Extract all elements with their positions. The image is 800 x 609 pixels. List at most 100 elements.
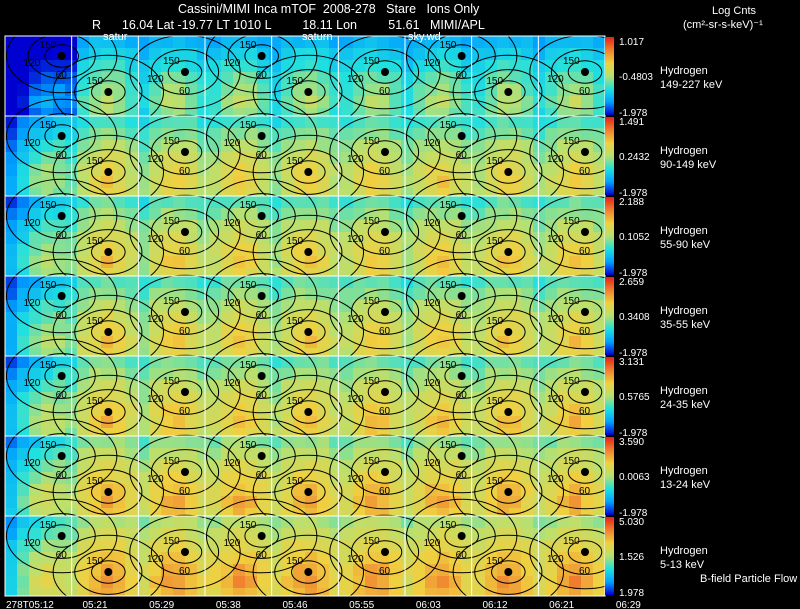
heatmap-cell <box>173 404 185 416</box>
heatmap-cell <box>485 540 497 552</box>
contour-value-label: 60 <box>56 150 68 161</box>
heatmap-cell <box>245 312 257 324</box>
heatmap-cell <box>209 244 221 256</box>
heatmap-cell <box>209 528 221 540</box>
heatmap-cell <box>17 576 29 588</box>
heatmap-cell <box>509 36 521 48</box>
heatmap-cell <box>221 312 233 324</box>
flow-pole-marker <box>504 168 513 176</box>
heatmap-cell <box>257 484 269 496</box>
heatmap-cell <box>569 552 581 564</box>
heatmap-cell <box>581 268 593 276</box>
heatmap-cell <box>485 588 497 596</box>
heatmap-cell <box>581 528 593 540</box>
heatmap-cell <box>221 516 233 528</box>
contour-value-label: 150 <box>563 216 580 227</box>
heatmap-cell <box>485 380 497 392</box>
heatmap-cell <box>281 72 293 84</box>
heatmap-cell <box>353 276 365 288</box>
heatmap-cell <box>593 428 605 436</box>
heatmap-cell <box>269 540 281 552</box>
heatmap-cell <box>557 552 569 564</box>
heatmap-cell <box>521 116 533 128</box>
heatmap-cell <box>149 176 161 188</box>
heatmap-cell <box>257 380 269 392</box>
colorbar-mid-label: 0.0063 <box>619 472 650 483</box>
heatmap-cell <box>377 404 389 416</box>
heatmap-cell <box>137 300 149 312</box>
heatmap-cell <box>569 436 581 448</box>
heatmap-cell <box>173 448 185 460</box>
heatmap-cell <box>197 152 209 164</box>
heatmap-cell <box>149 48 161 60</box>
heatmap-cell <box>485 336 497 348</box>
heatmap-cell <box>317 576 329 588</box>
heatmap-cell <box>521 496 533 508</box>
heatmap-cell <box>233 436 245 448</box>
heatmap-cell <box>269 508 281 516</box>
contour-line <box>474 469 543 515</box>
heatmap-cell <box>137 472 149 484</box>
time-tick-label: 278T05:12 <box>6 600 54 609</box>
contour-value-label: 60 <box>56 70 68 81</box>
heatmap-cell <box>245 188 257 196</box>
heatmap-cell <box>149 208 161 220</box>
heatmap-cell <box>137 436 149 448</box>
heatmap-cell <box>5 140 17 152</box>
heatmap-cell <box>329 516 341 528</box>
heatmap-cell <box>377 348 389 356</box>
energy-range-label: 5-13 keV <box>660 559 705 571</box>
heatmap-cell <box>221 176 233 188</box>
heatmap-cell <box>533 188 545 196</box>
time-tick-label: 06:21 <box>549 600 574 609</box>
contour-line <box>550 129 620 175</box>
contour-value-label: 60 <box>56 310 68 321</box>
contour-line <box>74 549 143 595</box>
colorbar <box>605 357 614 435</box>
contour-line <box>350 289 420 335</box>
heatmap-cell <box>485 312 497 324</box>
heatmap-cell <box>425 196 437 208</box>
heatmap-cell <box>5 368 17 380</box>
heatmap-cell <box>209 128 221 140</box>
heatmap-cell <box>185 196 197 208</box>
heatmap-cell <box>425 96 437 108</box>
heatmap-cell <box>593 324 605 336</box>
heatmap-cell <box>41 176 53 188</box>
heatmap-cell <box>389 176 401 188</box>
heatmap-cell <box>581 128 593 140</box>
contour-line <box>474 229 543 275</box>
heatmap-cell <box>341 528 353 540</box>
heatmap-cell <box>209 188 221 196</box>
heatmap-cell <box>281 84 293 96</box>
heatmap-cell <box>437 588 449 596</box>
heatmap-cell <box>521 176 533 188</box>
heatmap-cell <box>185 516 197 528</box>
heatmap-cell <box>353 188 365 196</box>
heatmap-cell <box>197 540 209 552</box>
heatmap-cell <box>65 356 77 368</box>
heatmap-cell <box>161 336 173 348</box>
heatmap-cell <box>329 508 341 516</box>
heatmap-cell <box>341 196 353 208</box>
heatmap-cell <box>65 196 77 208</box>
colorbar-unit-title: Log Cnts <box>712 5 757 17</box>
heatmap-cell <box>221 232 233 244</box>
species-label: Hydrogen <box>660 225 708 237</box>
contour-value-label: 150 <box>363 536 380 547</box>
heatmap-cell <box>101 460 113 472</box>
heatmap-cell <box>5 176 17 188</box>
heatmap-cell <box>41 428 53 436</box>
heatmap-cell <box>305 348 317 356</box>
heatmap-cell <box>281 460 293 472</box>
heatmap-cell <box>497 208 509 220</box>
heatmap-cell <box>545 196 557 208</box>
heatmap-cell <box>485 484 497 496</box>
heatmap-cell <box>101 428 113 436</box>
contour-value-label: 150 <box>40 360 57 371</box>
heatmap-cell <box>185 36 197 48</box>
heatmap-cell <box>425 232 437 244</box>
heatmap-cell <box>161 460 173 472</box>
heatmap-cell <box>545 516 557 528</box>
heatmap-cell <box>269 348 281 356</box>
